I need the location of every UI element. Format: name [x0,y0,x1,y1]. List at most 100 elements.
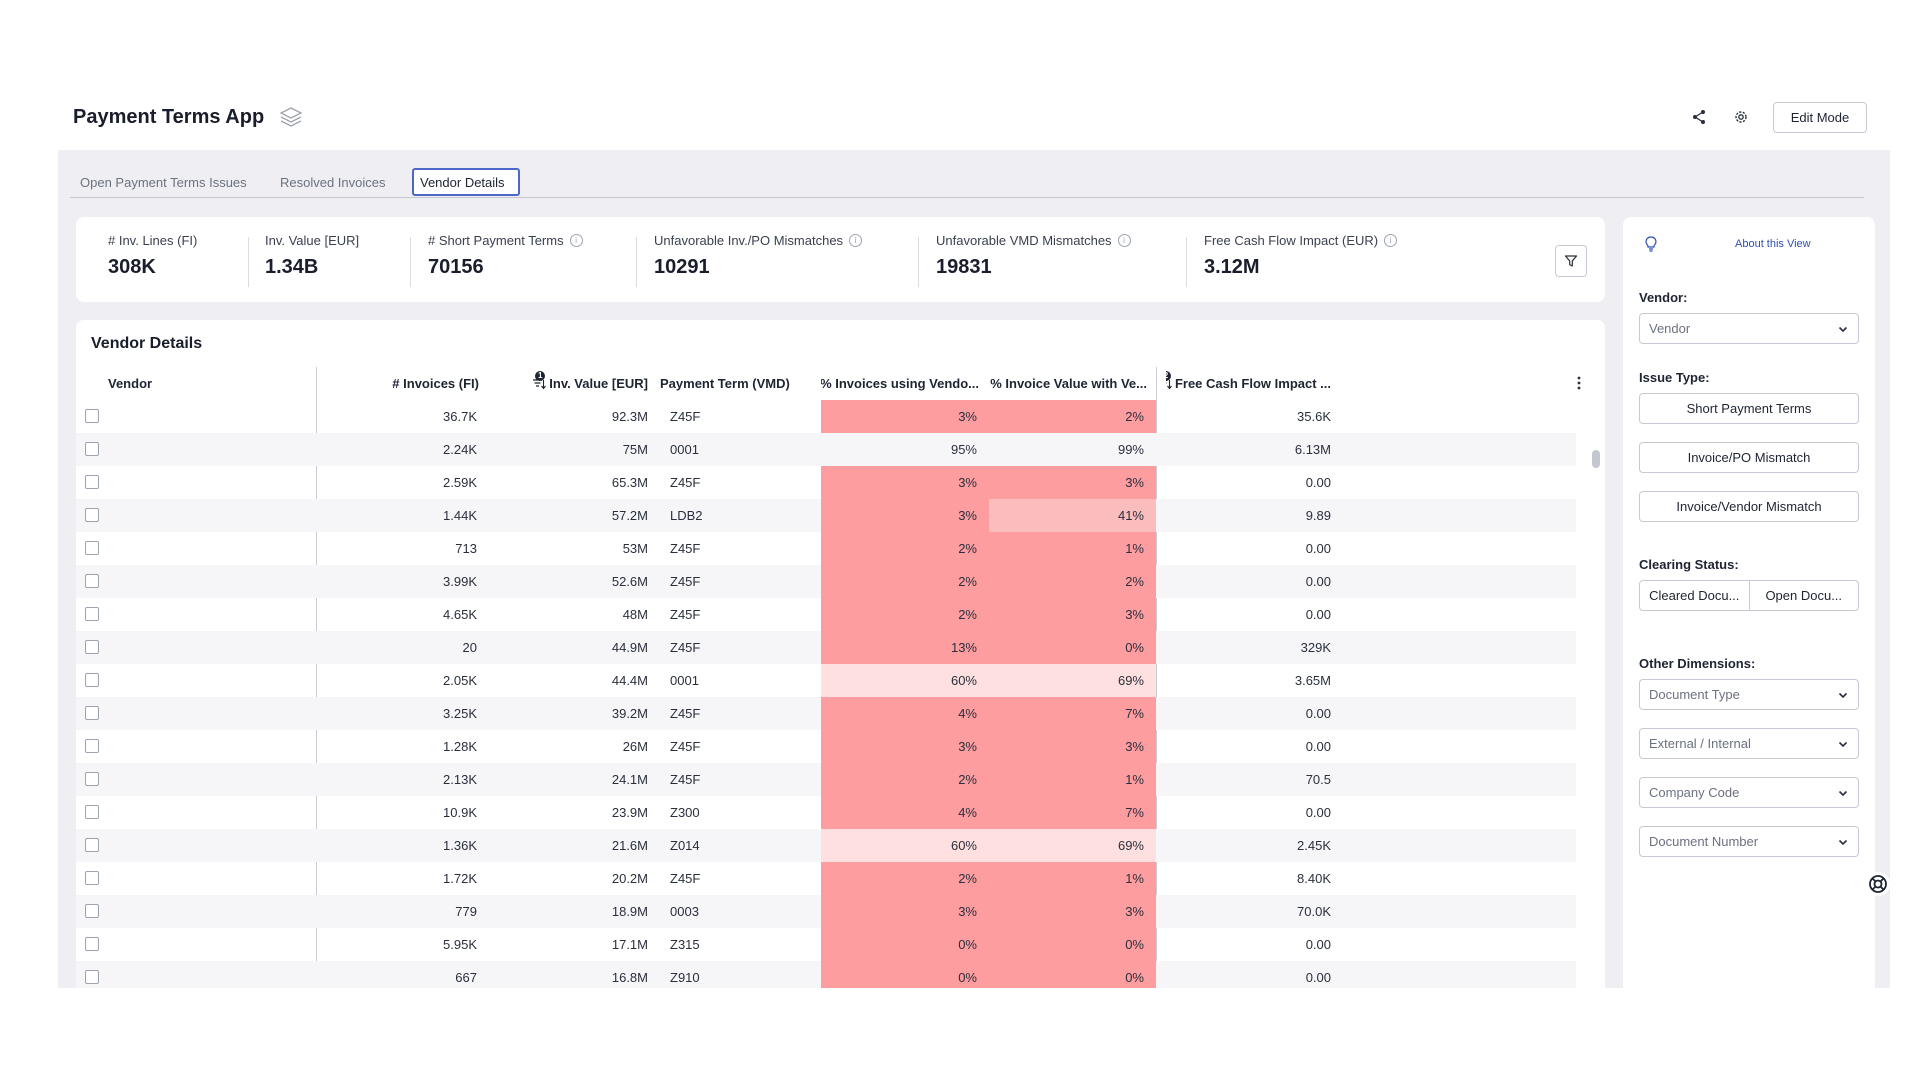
table-row[interactable]: 10.9K 23.9M Z300 4% 7% 0.00 [76,796,1576,829]
row-checkbox[interactable] [85,475,99,489]
column-header-pct-value[interactable]: % Invoice Value with Ve... [990,376,1147,391]
open-documents-option[interactable]: Open Docu... [1748,581,1859,610]
column-header-label: Inv. Value [EUR] [549,376,648,391]
row-checkbox[interactable] [85,838,99,852]
cell-fcf: 0.00 [1305,607,1331,622]
row-checkbox[interactable] [85,640,99,654]
cleared-documents-option[interactable]: Cleared Docu... [1649,588,1740,603]
issue-short-payment-terms-button[interactable]: Short Payment Terms [1639,393,1859,424]
document-number-dropdown[interactable]: Document Number [1639,826,1859,857]
cell-vendor [108,697,308,730]
row-checkbox[interactable] [85,739,99,753]
row-checkbox[interactable] [85,541,99,555]
column-divider[interactable] [1156,367,1157,988]
tab-resolved-invoices[interactable]: Resolved Invoices [280,174,386,190]
column-header-pct-invoices[interactable]: % Invoices using Vendo... [821,376,979,391]
content-canvas: Open Payment Terms Issues Resolved Invoi… [58,150,1890,988]
table-row[interactable]: 779 18.9M 0003 3% 3% 70.0K [76,895,1576,928]
clearing-status-label: Clearing Status: [1639,557,1739,572]
company-code-dropdown[interactable]: Company Code [1639,777,1859,808]
table-row[interactable]: 2.05K 44.4M 0001 60% 69% 3.65M [76,664,1576,697]
cell-invoices: 779 [455,904,477,919]
row-checkbox[interactable] [85,409,99,423]
cell-vendor [108,532,308,565]
row-checkbox[interactable] [85,904,99,918]
table-row[interactable]: 4.65K 48M Z45F 2% 3% 0.00 [76,598,1576,631]
column-header-fcf[interactable]: 2 Free Cash Flow Impact ... [1166,367,1331,400]
filter-button[interactable] [1555,245,1587,277]
help-button[interactable] [1866,872,1890,896]
dropdown-placeholder: Company Code [1649,785,1740,800]
column-menu-button[interactable] [1576,375,1582,396]
kpi-free-cash-flow: Free Cash Flow Impact (EUR) i 3.12M [1204,233,1398,279]
vendor-dropdown[interactable]: Vendor [1639,313,1859,344]
table-row[interactable]: 5.95K 17.1M Z315 0% 0% 0.00 [76,928,1576,961]
row-checkbox[interactable] [85,772,99,786]
layers-icon[interactable] [278,104,304,130]
kpi-inv-po-mismatches: Unfavorable Inv./PO Mismatches i 10291 [654,233,863,279]
cell-inv-value: 17.1M [611,937,648,952]
row-checkbox[interactable] [85,442,99,456]
table-row[interactable]: 667 16.8M Z910 0% 0% 0.00 [76,961,1576,988]
about-this-view-link[interactable]: About this View [1735,238,1811,250]
edit-mode-button[interactable]: Edit Mode [1773,101,1867,133]
column-header-vendor[interactable]: Vendor [108,376,153,391]
cell-payment-term: Z45F [670,706,701,721]
cell-vendor [108,631,308,664]
cell-pct-value: 1% [989,763,1156,796]
row-checkbox[interactable] [85,574,99,588]
table-row[interactable]: 20 44.9M Z45F 13% 0% 329K [76,631,1576,664]
table-row[interactable]: 1.72K 20.2M Z45F 2% 1% 8.40K [76,862,1576,895]
cell-pct-value: 99% [1117,442,1144,457]
cell-pct-invoices: 95% [950,442,977,457]
table-row[interactable]: 1.28K 26M Z45F 3% 3% 0.00 [76,730,1576,763]
table-row[interactable]: 2.13K 24.1M Z45F 2% 1% 70.5 [76,763,1576,796]
row-checkbox[interactable] [85,607,99,621]
column-header-payment-term[interactable]: Payment Term (VMD) [660,376,790,391]
row-checkbox[interactable] [85,871,99,885]
kpi-label: Unfavorable Inv./PO Mismatches [654,233,844,248]
issue-invoice-po-mismatch-button[interactable]: Invoice/PO Mismatch [1639,442,1859,473]
row-checkbox[interactable] [85,970,99,984]
row-checkbox[interactable] [85,706,99,720]
tab-vendor-details[interactable]: Vendor Details [412,168,520,196]
info-icon[interactable]: i [1384,234,1398,247]
cell-pct-invoices: 3% [821,400,989,433]
table-row[interactable]: 713 53M Z45F 2% 1% 0.00 [76,532,1576,565]
lightbulb-icon[interactable] [1643,235,1659,253]
kpi-label: Inv. Value [EUR] [265,233,360,248]
table-scrollbar[interactable] [1592,450,1600,468]
row-checkbox[interactable] [85,508,99,522]
table-row[interactable]: 1.36K 21.6M Z014 60% 69% 2.45K [76,829,1576,862]
column-divider[interactable] [316,367,317,988]
row-checkbox[interactable] [85,673,99,687]
document-type-dropdown[interactable]: Document Type [1639,679,1859,710]
table-row[interactable]: 1.44K 57.2M LDB2 3% 41% 9.89 [76,499,1576,532]
cell-fcf: 0.00 [1305,970,1331,985]
issue-invoice-vendor-mismatch-button[interactable]: Invoice/Vendor Mismatch [1639,491,1859,522]
external-internal-dropdown[interactable]: External / Internal [1639,728,1859,759]
settings-button[interactable] [1725,101,1757,133]
info-icon[interactable]: i [1117,234,1131,247]
info-icon[interactable]: i [569,234,583,247]
column-header-invoices[interactable]: # Invoices (FI) [392,376,479,391]
cell-payment-term: Z45F [670,475,701,490]
cell-vendor [108,961,308,988]
column-header-inv-value[interactable]: 1 Inv. Value [EUR] [486,367,648,400]
tab-open-payment-terms-issues[interactable]: Open Payment Terms Issues [80,174,247,190]
cell-pct-value: 69% [989,829,1156,862]
info-icon[interactable]: i [849,234,863,247]
table-row[interactable]: 36.7K 92.3M Z45F 3% 2% 35.6K [76,400,1576,433]
cell-fcf: 0.00 [1305,475,1331,490]
table-row[interactable]: 2.24K 75M 0001 95% 99% 6.13M [76,433,1576,466]
cell-invoices: 5.95K [443,937,477,952]
cell-inv-value: 44.9M [611,640,648,655]
table-row[interactable]: 2.59K 65.3M Z45F 3% 3% 0.00 [76,466,1576,499]
table-row[interactable]: 3.99K 52.6M Z45F 2% 2% 0.00 [76,565,1576,598]
kpi-vmd-mismatches: Unfavorable VMD Mismatches i 19831 [936,233,1131,279]
row-checkbox[interactable] [85,937,99,951]
share-button[interactable] [1683,101,1715,133]
row-checkbox[interactable] [85,805,99,819]
kpi-panel: # Inv. Lines (FI) 308K Inv. Value [EUR] … [76,217,1605,302]
table-row[interactable]: 3.25K 39.2M Z45F 4% 7% 0.00 [76,697,1576,730]
